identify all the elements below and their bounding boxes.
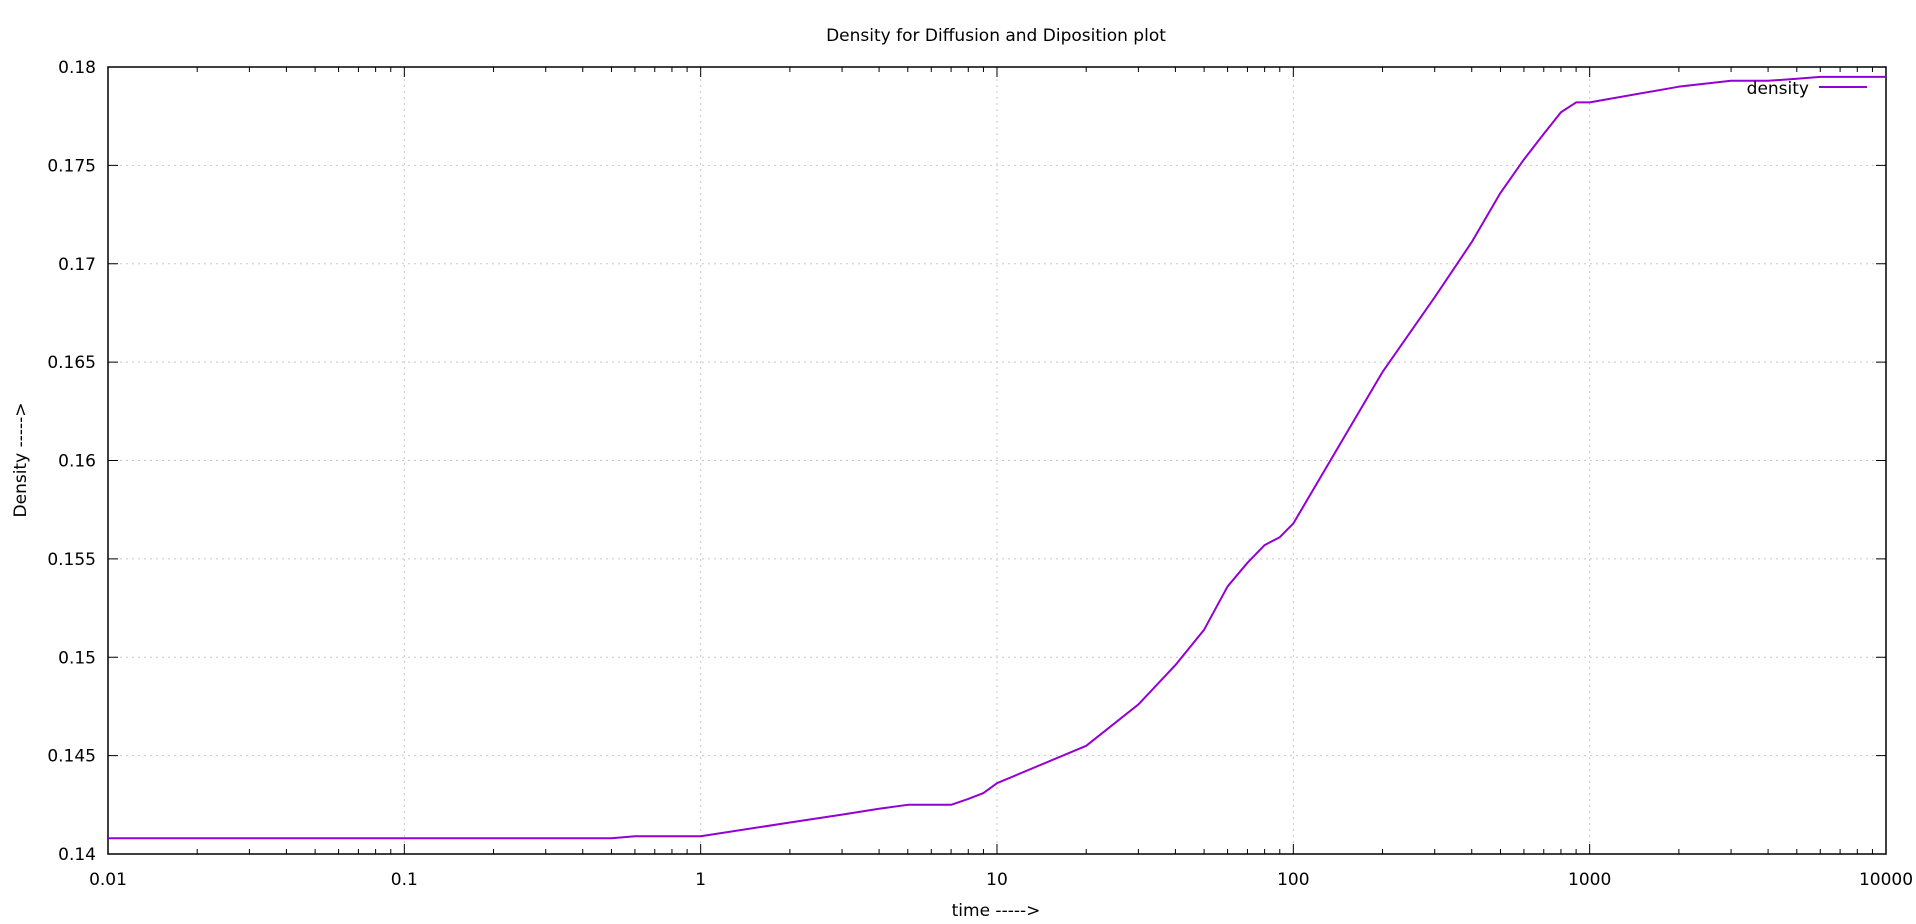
series-layer: [108, 75, 1886, 840]
grid-layer: [108, 67, 1886, 854]
y-tick-label: 0.155: [47, 550, 96, 570]
legend: density: [1747, 79, 1867, 99]
legend-label: density: [1747, 79, 1809, 99]
tick-layer: 0.01 0.1 1 10 100 1000 10000 0.14 0.145 0.15 0.155…: [47, 58, 1913, 890]
y-tick-label: 0.15: [58, 648, 96, 668]
chart-title: Density for Diffusion and Diposition plo…: [826, 26, 1166, 46]
x-tick-label: 10000: [1859, 870, 1913, 890]
x-tick-label: 0.01: [89, 870, 127, 890]
y-tick-label: 0.14: [58, 845, 96, 865]
x-axis-title: time ----->: [952, 901, 1041, 921]
x-tick-label: 10: [986, 870, 1008, 890]
y-tick-label: 0.145: [47, 747, 96, 767]
y-tick-label: 0.17: [58, 255, 96, 275]
x-tick-label: 0.1: [391, 870, 418, 890]
y-tick-label: 0.165: [47, 353, 96, 373]
y-tick-label: 0.18: [58, 58, 96, 78]
x-tick-label: 1000: [1568, 870, 1611, 890]
x-tick-label: 1: [695, 870, 706, 890]
series-line-density: [108, 75, 1886, 840]
y-tick-label: 0.175: [47, 156, 96, 176]
x-tick-label: 100: [1277, 870, 1309, 890]
y-tick-label: 0.16: [58, 452, 96, 472]
y-axis-title: Density ----->: [11, 403, 31, 518]
